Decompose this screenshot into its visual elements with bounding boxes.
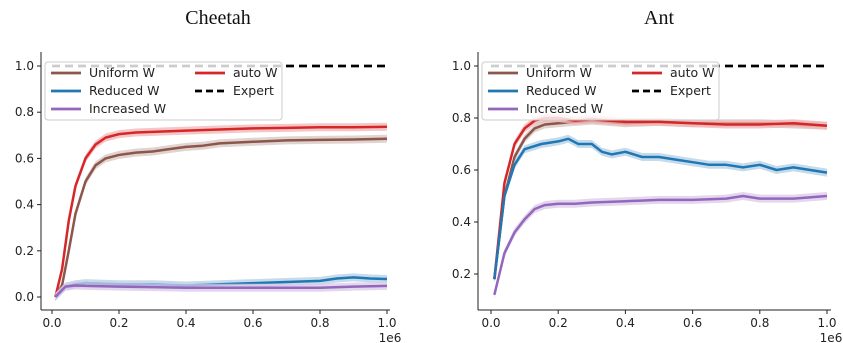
y-tick-label: 0.4 (452, 215, 471, 229)
legend-label-auto-w: auto W (670, 65, 714, 80)
x-offset-label: 1e6 (379, 331, 402, 343)
y-tick-label: 0.0 (15, 290, 34, 304)
legend-label-expert: Expert (670, 83, 711, 98)
series-line-increased-w (493, 194, 828, 296)
y-tick-label: 0.6 (15, 151, 34, 165)
x-tick-label: 0.6 (243, 316, 262, 330)
x-tick-label: 0.0 (42, 316, 61, 330)
y-tick-label: 1.0 (452, 59, 471, 73)
series-band-reduced-w (494, 134, 827, 284)
x-tick-label: 0.4 (616, 316, 635, 330)
chart-title-cheetah: Cheetah (185, 7, 251, 29)
legend-box (481, 61, 720, 121)
series-band-increased-w (55, 281, 387, 301)
legend-label-reduced-w: Reduced W (89, 83, 160, 98)
series-band-auto-w (55, 122, 387, 302)
series-line-reduced-w (493, 137, 828, 280)
x-tick-label: 1.0 (377, 316, 396, 330)
plot-cheetah: 0.00.20.40.60.81.00.0 0.2 0.4 0.6 0.8 1.01e6U… (15, 52, 401, 343)
y-tick-label: 0.6 (452, 163, 471, 177)
legend-label-uniform-w: Uniform W (89, 65, 155, 80)
legend-label-auto-w: auto W (233, 65, 277, 80)
series-band-increased-w (494, 192, 827, 299)
legend-label-expert: Expert (233, 83, 274, 98)
y-tick-label: 0.8 (452, 111, 471, 125)
series-band-uniform-w (494, 116, 827, 284)
series-line-increased-w (54, 284, 388, 298)
x-tick-label: 0.2 (109, 316, 128, 330)
plot-ant: 0.20.40.60.81.00.0 0.2 0.4 0.6 0.8 1.01e6Unif… (452, 52, 842, 343)
x-offset-label: 1e6 (820, 331, 843, 343)
x-tick-label: 0.2 (549, 316, 568, 330)
y-tick-label: 0.2 (15, 244, 34, 258)
series-line-uniform-w (54, 137, 388, 298)
y-tick-label: 0.2 (452, 267, 471, 281)
y-tick-label: 0.4 (15, 198, 34, 212)
legend-label-uniform-w: Uniform W (526, 65, 592, 80)
legend-label-reduced-w: Reduced W (526, 83, 597, 98)
x-tick-label: 0.6 (683, 316, 702, 330)
legend-label-increased-w: Increased W (526, 101, 603, 116)
x-tick-label: 0.4 (176, 316, 195, 330)
y-tick-label: 0.8 (15, 105, 34, 119)
x-tick-label: 0.8 (310, 316, 329, 330)
legend-box (44, 61, 283, 121)
x-tick-label: 1.0 (817, 316, 836, 330)
x-tick-label: 0.8 (750, 316, 769, 330)
y-tick-label: 1.0 (15, 59, 34, 73)
x-tick-label: 0.0 (481, 316, 500, 330)
chart-title-ant: Ant (644, 7, 674, 29)
legend-label-increased-w: Increased W (89, 101, 166, 116)
series-line-auto-w (54, 125, 388, 298)
